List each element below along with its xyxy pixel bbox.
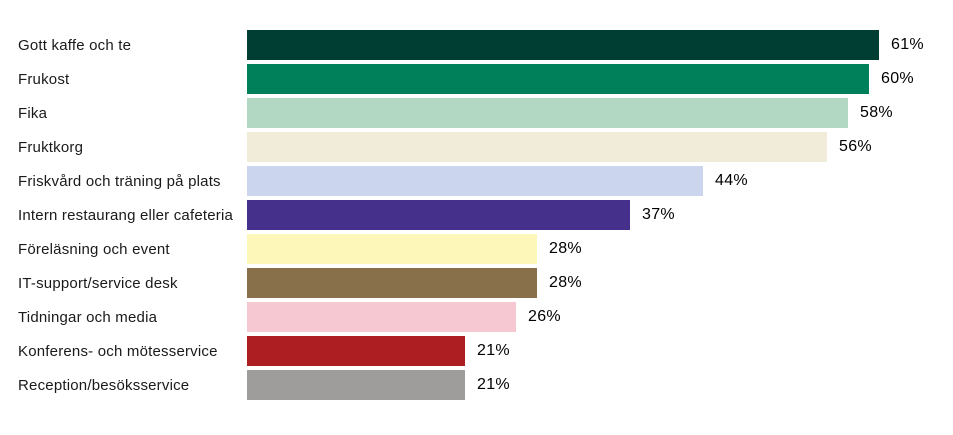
bar-track: 28% — [247, 234, 953, 264]
bar — [247, 30, 879, 60]
bar-track: 37% — [247, 200, 953, 230]
bar — [247, 64, 869, 94]
value-label: 61% — [891, 36, 924, 53]
bar-track: 21% — [247, 336, 953, 366]
value-label: 56% — [839, 138, 872, 155]
value-label: 21% — [477, 376, 510, 393]
chart-row: Frukost 60% — [0, 62, 953, 96]
category-label: IT-support/service desk — [18, 274, 178, 292]
category-label: Fika — [18, 104, 48, 122]
chart-row: Konferens- och mötesservice 21% — [0, 334, 953, 368]
value-label: 37% — [642, 206, 675, 223]
category-label: Fruktkorg — [18, 138, 84, 156]
category-label: Friskvård och träning på plats — [18, 172, 221, 190]
chart-rows: Gott kaffe och te 61% Frukost 60% Fika 58% Fru… — [0, 28, 953, 402]
value-label: 28% — [549, 274, 582, 291]
category-label: Intern restaurang eller cafeteria — [18, 206, 234, 224]
bar — [247, 302, 516, 332]
bar — [247, 336, 465, 366]
category-label: Konferens- och mötesservice — [18, 342, 218, 360]
chart-row: Friskvård och träning på plats 44% — [0, 164, 953, 198]
bar-track: 56% — [247, 132, 953, 162]
chart-row: Tidningar och media 26% — [0, 300, 953, 334]
chart-row: Fika 58% — [0, 96, 953, 130]
category-label: Reception/besöksservice — [18, 376, 190, 394]
bar — [247, 98, 848, 128]
chart-row: Reception/besöksservice 21% — [0, 368, 953, 402]
bar-track: 61% — [247, 30, 953, 60]
bar-track: 28% — [247, 268, 953, 298]
chart-row: Gott kaffe och te 61% — [0, 28, 953, 62]
bar — [247, 132, 827, 162]
bar-track: 58% — [247, 98, 953, 128]
chart-row: Intern restaurang eller cafeteria 37% — [0, 198, 953, 232]
category-label: Tidningar och media — [18, 308, 158, 326]
bar — [247, 268, 537, 298]
bar — [247, 370, 465, 400]
value-label: 58% — [860, 104, 893, 121]
bar-track: 21% — [247, 370, 953, 400]
value-label: 44% — [715, 172, 748, 189]
category-label: Föreläsning och event — [18, 240, 170, 258]
chart-row: Fruktkorg 56% — [0, 130, 953, 164]
chart-row: IT-support/service desk 28% — [0, 266, 953, 300]
bar — [247, 166, 703, 196]
bar-track: 44% — [247, 166, 953, 196]
bar-track: 26% — [247, 302, 953, 332]
value-label: 60% — [881, 70, 914, 87]
bar-track: 60% — [247, 64, 953, 94]
category-label: Gott kaffe och te — [18, 36, 132, 54]
value-label: 28% — [549, 240, 582, 257]
category-label: Frukost — [18, 70, 70, 88]
bar — [247, 234, 537, 264]
value-label: 26% — [528, 308, 561, 325]
value-label: 21% — [477, 342, 510, 359]
bar — [247, 200, 630, 230]
chart-row: Föreläsning och event 28% — [0, 232, 953, 266]
